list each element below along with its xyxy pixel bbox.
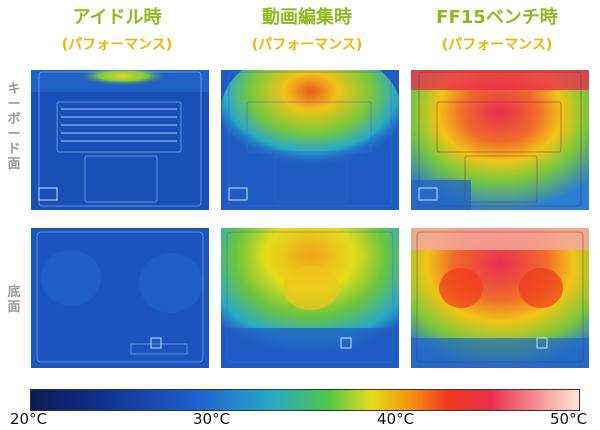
thermal-image-keyboard-ff15 bbox=[411, 70, 589, 210]
column-subtitle: (パフォーマンス) bbox=[251, 37, 363, 53]
scale-tick-20: 20°C bbox=[10, 410, 48, 428]
thermal-image-bottom-video-edit bbox=[221, 228, 399, 368]
thermal-image-keyboard-idle bbox=[31, 70, 209, 210]
row-label-bottom: 底面 bbox=[7, 285, 21, 315]
column-subtitle: (パフォーマンス) bbox=[441, 37, 553, 53]
scale-tick-40: 40°C bbox=[377, 410, 415, 428]
column-title: FF15ベンチ時 bbox=[436, 7, 558, 28]
column-header-ff15-bench: FF15ベンチ時 (パフォーマンス) bbox=[402, 6, 592, 56]
thermal-image-keyboard-video-edit bbox=[221, 70, 399, 210]
thermal-image-bottom-ff15 bbox=[411, 228, 589, 368]
row-label-keyboard: キーボード面 bbox=[7, 82, 21, 172]
temperature-color-scale bbox=[30, 389, 580, 411]
column-title: アイドル時 bbox=[72, 7, 162, 28]
scale-tick-30: 30°C bbox=[193, 410, 231, 428]
scale-tick-50: 50°C bbox=[550, 410, 588, 428]
column-header-video-edit: 動画編集時 (パフォーマンス) bbox=[212, 6, 402, 56]
column-subtitle: (パフォーマンス) bbox=[61, 37, 173, 53]
column-header-idle: アイドル時 (パフォーマンス) bbox=[22, 6, 212, 56]
thermal-image-bottom-idle bbox=[31, 228, 209, 368]
column-title: 動画編集時 bbox=[262, 7, 352, 28]
